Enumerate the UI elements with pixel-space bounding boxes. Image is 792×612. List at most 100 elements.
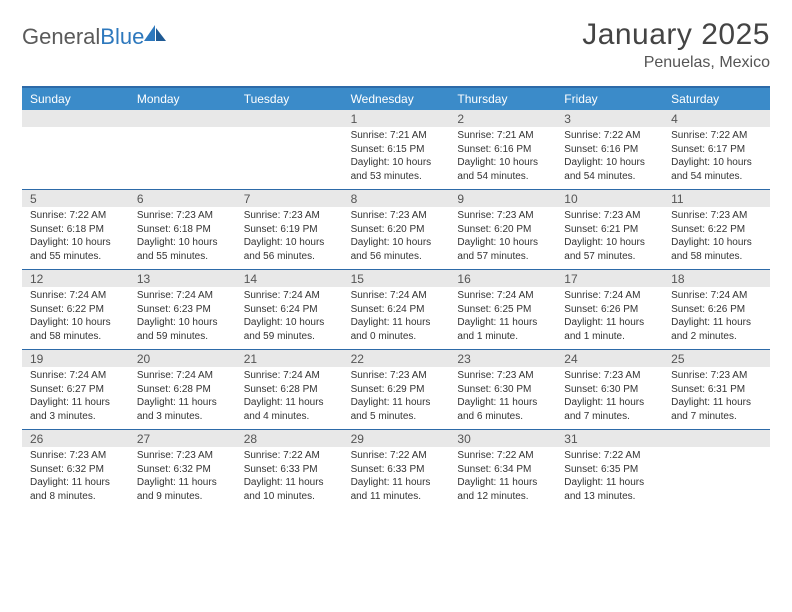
day-daylight1: Daylight: 11 hours bbox=[351, 316, 442, 330]
day-daylight1: Daylight: 11 hours bbox=[30, 396, 121, 410]
day-daylight1: Daylight: 11 hours bbox=[457, 396, 548, 410]
day-number: 23 bbox=[449, 350, 556, 367]
day-sunset: Sunset: 6:21 PM bbox=[564, 223, 655, 237]
day-daylight2: and 58 minutes. bbox=[671, 250, 762, 264]
day-sunset: Sunset: 6:20 PM bbox=[457, 223, 548, 237]
day-sunrise: Sunrise: 7:21 AM bbox=[457, 129, 548, 143]
daynum-row: 262728293031 bbox=[22, 429, 770, 447]
day-daylight1: Daylight: 11 hours bbox=[244, 396, 335, 410]
day-sunrise: Sunrise: 7:23 AM bbox=[671, 369, 762, 383]
day-number: 29 bbox=[343, 430, 450, 447]
day-daylight2: and 58 minutes. bbox=[30, 330, 121, 344]
day-cell: Sunrise: 7:24 AMSunset: 6:22 PMDaylight:… bbox=[22, 287, 129, 349]
day-daylight1: Daylight: 11 hours bbox=[244, 476, 335, 490]
day-number bbox=[663, 430, 770, 447]
day-sunset: Sunset: 6:19 PM bbox=[244, 223, 335, 237]
day-header-tue: Tuesday bbox=[236, 88, 343, 110]
day-cell: Sunrise: 7:21 AMSunset: 6:15 PMDaylight:… bbox=[343, 127, 450, 189]
day-daylight1: Daylight: 11 hours bbox=[564, 396, 655, 410]
day-sunset: Sunset: 6:33 PM bbox=[351, 463, 442, 477]
day-sunrise: Sunrise: 7:23 AM bbox=[351, 209, 442, 223]
day-sunset: Sunset: 6:18 PM bbox=[30, 223, 121, 237]
day-number: 20 bbox=[129, 350, 236, 367]
day-cell: Sunrise: 7:21 AMSunset: 6:16 PMDaylight:… bbox=[449, 127, 556, 189]
day-daylight2: and 4 minutes. bbox=[244, 410, 335, 424]
day-daylight2: and 59 minutes. bbox=[137, 330, 228, 344]
day-daylight1: Daylight: 10 hours bbox=[244, 316, 335, 330]
day-daylight2: and 1 minute. bbox=[564, 330, 655, 344]
day-number: 10 bbox=[556, 190, 663, 207]
day-sunrise: Sunrise: 7:24 AM bbox=[457, 289, 548, 303]
day-sunrise: Sunrise: 7:21 AM bbox=[351, 129, 442, 143]
day-cell: Sunrise: 7:22 AMSunset: 6:33 PMDaylight:… bbox=[236, 447, 343, 509]
day-number: 22 bbox=[343, 350, 450, 367]
day-sunrise: Sunrise: 7:24 AM bbox=[671, 289, 762, 303]
day-sunrise: Sunrise: 7:23 AM bbox=[30, 449, 121, 463]
day-sunrise: Sunrise: 7:22 AM bbox=[564, 129, 655, 143]
day-daylight2: and 7 minutes. bbox=[564, 410, 655, 424]
day-daylight2: and 2 minutes. bbox=[671, 330, 762, 344]
day-sunrise: Sunrise: 7:23 AM bbox=[671, 209, 762, 223]
day-sunset: Sunset: 6:16 PM bbox=[457, 143, 548, 157]
day-daylight2: and 8 minutes. bbox=[30, 490, 121, 504]
day-daylight1: Daylight: 10 hours bbox=[457, 236, 548, 250]
day-sunset: Sunset: 6:30 PM bbox=[457, 383, 548, 397]
day-sunrise: Sunrise: 7:23 AM bbox=[564, 369, 655, 383]
day-header-fri: Friday bbox=[556, 88, 663, 110]
day-cell: Sunrise: 7:23 AMSunset: 6:30 PMDaylight:… bbox=[449, 367, 556, 429]
day-daylight1: Daylight: 11 hours bbox=[30, 476, 121, 490]
logo-text: GeneralBlue bbox=[22, 24, 144, 50]
day-number: 12 bbox=[22, 270, 129, 287]
day-daylight2: and 55 minutes. bbox=[137, 250, 228, 264]
day-daylight2: and 55 minutes. bbox=[30, 250, 121, 264]
day-cell: Sunrise: 7:24 AMSunset: 6:26 PMDaylight:… bbox=[556, 287, 663, 349]
day-daylight1: Daylight: 10 hours bbox=[671, 236, 762, 250]
day-daylight1: Daylight: 10 hours bbox=[30, 236, 121, 250]
daynum-row: 567891011 bbox=[22, 189, 770, 207]
day-daylight2: and 0 minutes. bbox=[351, 330, 442, 344]
day-daylight2: and 59 minutes. bbox=[244, 330, 335, 344]
day-sunset: Sunset: 6:17 PM bbox=[671, 143, 762, 157]
week-row: Sunrise: 7:24 AMSunset: 6:27 PMDaylight:… bbox=[22, 367, 770, 429]
day-sunset: Sunset: 6:16 PM bbox=[564, 143, 655, 157]
day-daylight2: and 56 minutes. bbox=[244, 250, 335, 264]
logo: GeneralBlue bbox=[22, 24, 166, 50]
day-daylight1: Daylight: 10 hours bbox=[564, 156, 655, 170]
day-cell: Sunrise: 7:22 AMSunset: 6:17 PMDaylight:… bbox=[663, 127, 770, 189]
day-daylight2: and 9 minutes. bbox=[137, 490, 228, 504]
day-sunrise: Sunrise: 7:24 AM bbox=[137, 369, 228, 383]
day-sunset: Sunset: 6:29 PM bbox=[351, 383, 442, 397]
weeks-container: 1234Sunrise: 7:21 AMSunset: 6:15 PMDayli… bbox=[22, 110, 770, 509]
day-number: 6 bbox=[129, 190, 236, 207]
calendar: Sunday Monday Tuesday Wednesday Thursday… bbox=[22, 86, 770, 509]
day-daylight1: Daylight: 10 hours bbox=[137, 316, 228, 330]
title-block: January 2025 Penuelas, Mexico bbox=[582, 18, 770, 72]
day-cell: Sunrise: 7:24 AMSunset: 6:28 PMDaylight:… bbox=[129, 367, 236, 429]
day-daylight2: and 3 minutes. bbox=[137, 410, 228, 424]
day-daylight1: Daylight: 10 hours bbox=[457, 156, 548, 170]
day-number: 14 bbox=[236, 270, 343, 287]
day-number: 18 bbox=[663, 270, 770, 287]
day-cell: Sunrise: 7:24 AMSunset: 6:24 PMDaylight:… bbox=[236, 287, 343, 349]
day-cell: Sunrise: 7:23 AMSunset: 6:30 PMDaylight:… bbox=[556, 367, 663, 429]
day-daylight2: and 54 minutes. bbox=[457, 170, 548, 184]
day-daylight2: and 5 minutes. bbox=[351, 410, 442, 424]
day-sunrise: Sunrise: 7:23 AM bbox=[137, 449, 228, 463]
day-number: 26 bbox=[22, 430, 129, 447]
day-sunset: Sunset: 6:15 PM bbox=[351, 143, 442, 157]
day-cell: Sunrise: 7:23 AMSunset: 6:19 PMDaylight:… bbox=[236, 207, 343, 269]
day-sunrise: Sunrise: 7:24 AM bbox=[244, 369, 335, 383]
day-daylight1: Daylight: 11 hours bbox=[564, 316, 655, 330]
day-number bbox=[22, 110, 129, 127]
day-cell: Sunrise: 7:22 AMSunset: 6:33 PMDaylight:… bbox=[343, 447, 450, 509]
day-number: 21 bbox=[236, 350, 343, 367]
day-sunrise: Sunrise: 7:24 AM bbox=[351, 289, 442, 303]
day-daylight2: and 54 minutes. bbox=[564, 170, 655, 184]
day-number: 25 bbox=[663, 350, 770, 367]
day-sunset: Sunset: 6:32 PM bbox=[137, 463, 228, 477]
day-daylight1: Daylight: 11 hours bbox=[457, 476, 548, 490]
day-sunrise: Sunrise: 7:22 AM bbox=[351, 449, 442, 463]
day-daylight2: and 13 minutes. bbox=[564, 490, 655, 504]
day-daylight1: Daylight: 11 hours bbox=[351, 476, 442, 490]
day-sunrise: Sunrise: 7:24 AM bbox=[244, 289, 335, 303]
